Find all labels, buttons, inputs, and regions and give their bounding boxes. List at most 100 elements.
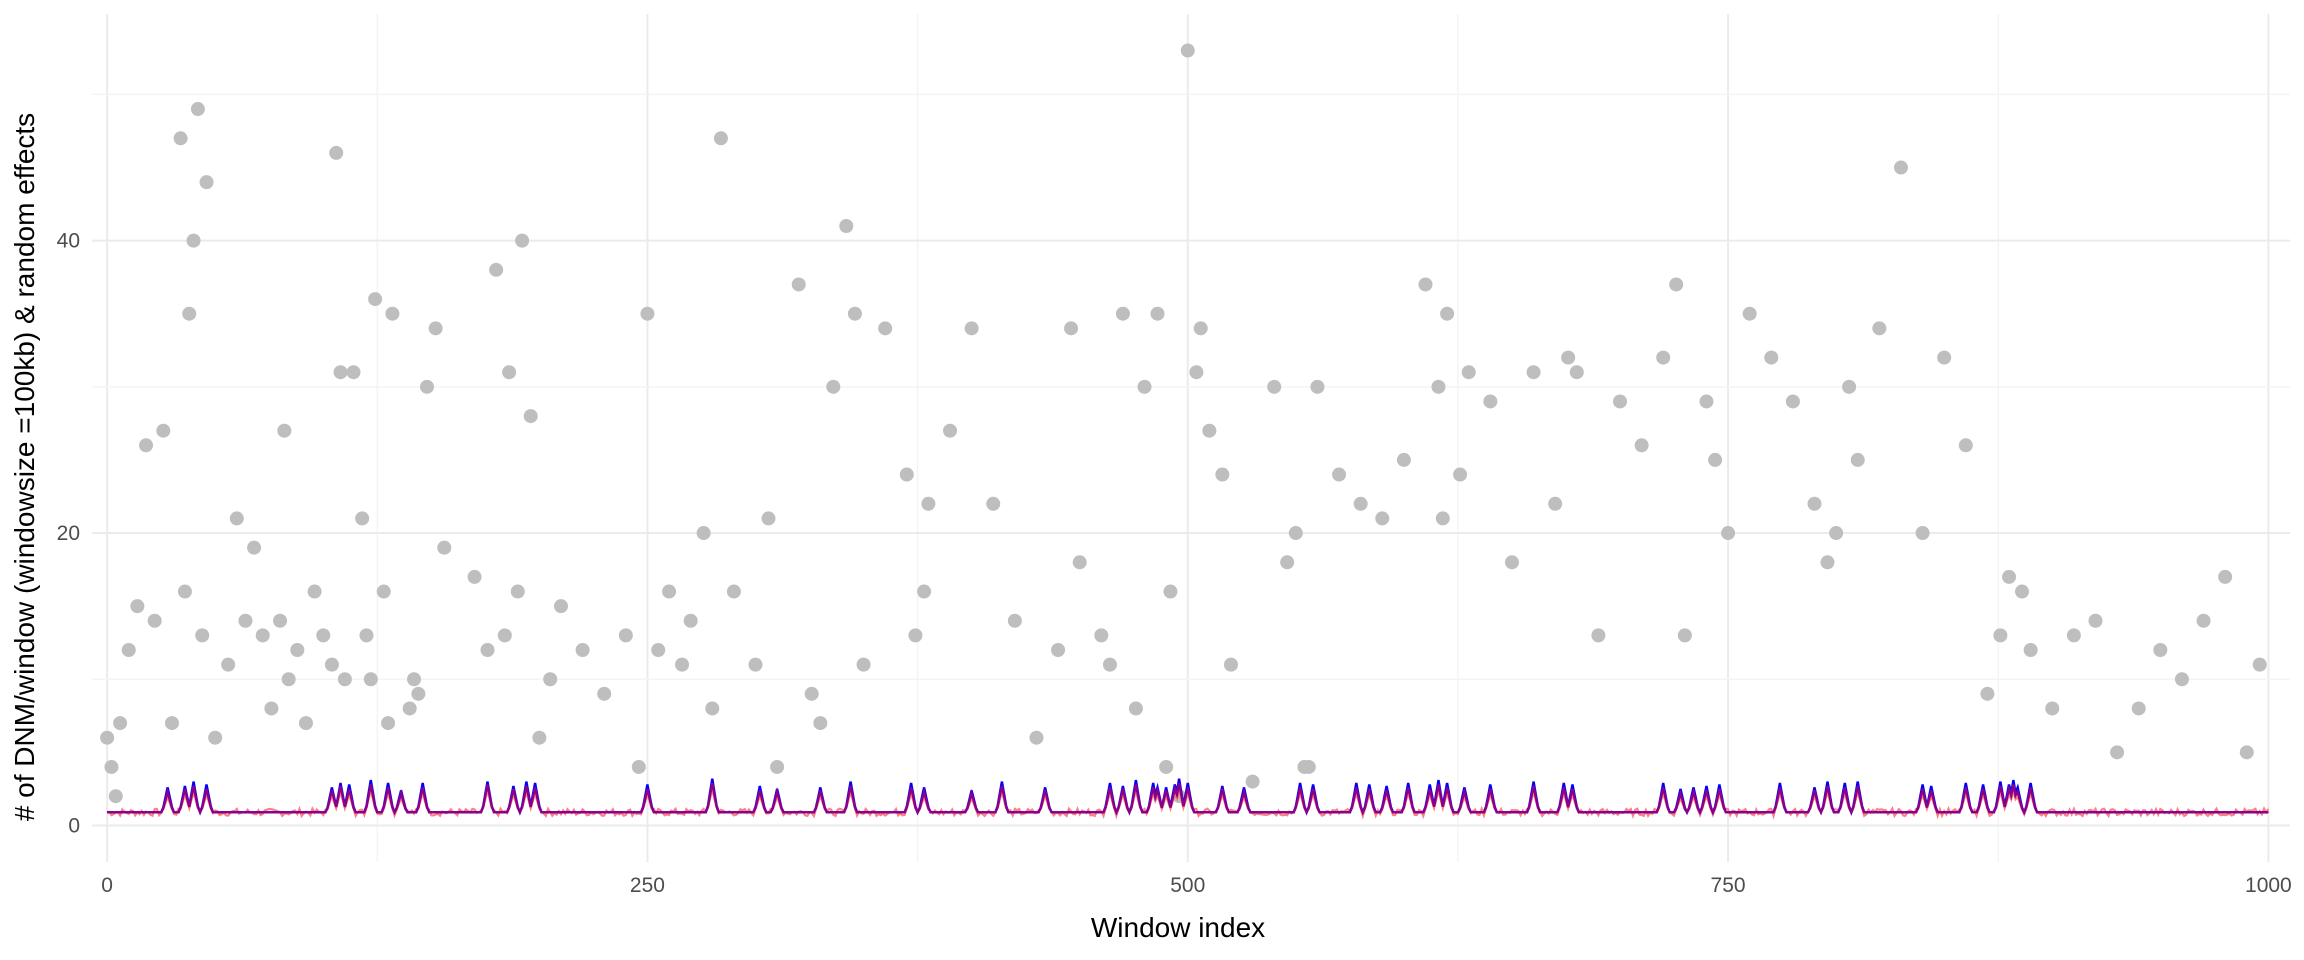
x-axis-title: Window index	[1091, 912, 1265, 943]
data-point	[675, 657, 690, 672]
data-point	[791, 277, 806, 292]
data-point	[839, 219, 854, 233]
data-point	[121, 643, 136, 657]
data-point	[428, 321, 443, 336]
x-tick-label: 750	[1711, 874, 1746, 897]
data-point	[553, 599, 568, 614]
data-point	[307, 584, 322, 599]
data-point	[324, 657, 339, 672]
data-point	[467, 569, 482, 584]
data-point	[156, 423, 171, 438]
data-point	[943, 423, 958, 438]
data-point	[1993, 628, 2008, 643]
data-point	[532, 730, 547, 745]
data-point	[1721, 526, 1736, 541]
data-point	[385, 306, 400, 321]
data-point	[2088, 613, 2103, 628]
data-point	[480, 643, 495, 657]
data-point	[543, 672, 558, 687]
data-point	[1189, 365, 1204, 380]
data-point	[515, 233, 530, 248]
data-point	[255, 628, 270, 643]
data-point	[1842, 379, 1857, 394]
data-point	[363, 672, 378, 687]
data-point	[1051, 643, 1066, 657]
data-point	[748, 657, 763, 672]
data-point	[359, 628, 374, 643]
data-point	[100, 730, 115, 745]
data-point	[173, 131, 188, 146]
tick-labels: 0 250 500 750 1000 0 20 40	[57, 230, 2292, 897]
data-point	[247, 540, 262, 555]
data-point	[1301, 759, 1316, 774]
data-point	[108, 789, 123, 804]
data-point	[333, 365, 348, 380]
data-point	[264, 701, 279, 716]
data-point	[826, 379, 841, 394]
data-point	[1980, 686, 1995, 701]
data-point	[195, 628, 210, 643]
data-point	[986, 496, 1001, 511]
y-axis-title: # of DNM/window (windowsize =100kb) & ra…	[9, 113, 40, 821]
data-point	[368, 292, 383, 307]
data-point	[1677, 628, 1692, 643]
y-tick-label: 40	[57, 230, 80, 253]
data-point	[899, 467, 914, 482]
data-point	[1850, 452, 1865, 467]
data-point	[510, 584, 525, 599]
data-point	[964, 321, 979, 336]
data-point	[199, 175, 214, 190]
data-point	[2066, 628, 2081, 643]
data-point	[1634, 438, 1649, 453]
data-point	[177, 584, 192, 599]
data-point	[2252, 657, 2267, 672]
data-point	[1163, 584, 1178, 599]
data-point	[2196, 613, 2211, 628]
data-point	[273, 613, 288, 628]
data-point	[2015, 584, 2030, 599]
data-point	[1202, 423, 1217, 438]
grid	[92, 14, 2290, 862]
data-point	[411, 686, 426, 701]
data-point	[921, 496, 936, 511]
data-point	[130, 599, 145, 614]
data-point	[164, 716, 179, 731]
data-point	[1453, 467, 1468, 482]
data-point	[139, 438, 154, 453]
data-point	[651, 643, 666, 657]
data-point	[726, 584, 741, 599]
series-lines	[106, 778, 2270, 820]
data-point	[770, 759, 785, 774]
data-point	[523, 409, 538, 424]
data-point	[640, 306, 655, 321]
x-tick-label: 500	[1170, 874, 1205, 897]
data-point	[502, 365, 517, 380]
data-point	[1829, 526, 1844, 541]
data-point	[2131, 701, 2146, 716]
x-tick-label: 0	[101, 874, 113, 897]
data-point	[290, 643, 305, 657]
data-point	[1483, 394, 1498, 409]
data-point	[1137, 379, 1152, 394]
data-point	[575, 643, 590, 657]
data-point	[847, 306, 862, 321]
data-point	[1418, 277, 1433, 292]
data-point	[381, 716, 396, 731]
data-point	[2153, 643, 2168, 657]
data-point	[2045, 701, 2060, 716]
data-point	[761, 511, 776, 526]
data-point	[229, 511, 244, 526]
data-point	[437, 540, 452, 555]
data-point	[355, 511, 370, 526]
data-point	[1280, 555, 1295, 570]
data-point	[1431, 379, 1446, 394]
data-point	[1064, 321, 1079, 336]
data-point	[337, 672, 352, 687]
data-point	[813, 716, 828, 731]
data-point	[1223, 657, 1238, 672]
data-point	[1150, 306, 1165, 321]
data-point	[618, 628, 633, 643]
data-point	[1569, 365, 1584, 380]
data-point	[2023, 643, 2038, 657]
